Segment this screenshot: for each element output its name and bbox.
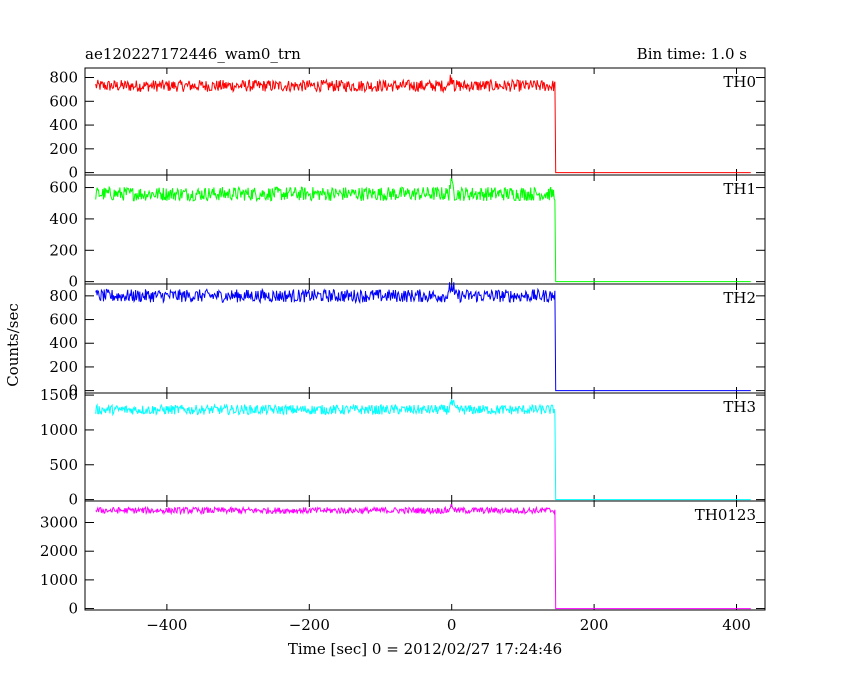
bin-time-label: Bin time: 1.0 s — [637, 45, 747, 63]
panel-th0123: 0 1000 2000 3000 TH0123 — [40, 500, 766, 618]
chart-title: ae120227172446_wam0_trn — [85, 45, 301, 63]
y-tick-label: 600 — [49, 92, 78, 110]
y-tick-label: 400 — [49, 210, 78, 228]
x-tick-label: 400 — [722, 616, 751, 634]
y-tick-label: 500 — [49, 456, 78, 474]
y-tick-label: 0 — [68, 382, 78, 400]
y-tick-label: 200 — [49, 140, 78, 158]
panels-group: 0 200 400 600 800 TH0 0 200 400 600 TH1 0 200 400 600 8… — [40, 67, 766, 634]
series-line-th3 — [95, 398, 751, 501]
x-tick-label: −400 — [146, 616, 187, 634]
y-tick-label: 2000 — [40, 542, 78, 560]
panel-th3: 0 500 1000 1500 TH3 — [40, 386, 766, 509]
x-tick-label: 200 — [580, 616, 609, 634]
y-tick-label: 400 — [49, 334, 78, 352]
y-tick-label: 400 — [49, 116, 78, 134]
series-line-th0 — [95, 74, 751, 174]
y-tick-label: 0 — [68, 491, 78, 509]
y-tick-label: 200 — [49, 241, 78, 259]
y-tick-label: 1500 — [40, 386, 78, 404]
y-tick-label: 800 — [49, 287, 78, 305]
series-line-th0123 — [95, 503, 751, 610]
y-tick-label: 600 — [49, 311, 78, 329]
y-tick-label: 3000 — [40, 514, 78, 532]
panel-th0: 0 200 400 600 800 TH0 — [49, 67, 766, 182]
panel-th1: 0 200 400 600 TH1 — [49, 174, 766, 291]
x-tick-label: 0 — [447, 616, 457, 634]
panel-th2: 0 200 400 600 800 TH2 — [49, 282, 766, 400]
panel-name-label: TH2 — [723, 289, 756, 307]
panel-frame — [84, 283, 766, 394]
y-axis-label: Counts/sec — [4, 303, 22, 387]
y-tick-label: 1000 — [40, 571, 78, 589]
series-line-th2 — [95, 282, 751, 392]
y-tick-label: 0 — [68, 164, 78, 182]
panel-name-label: TH0 — [723, 73, 756, 91]
series-line-th1 — [95, 178, 751, 283]
y-tick-label: 800 — [49, 69, 78, 87]
y-tick-label: 1000 — [40, 421, 78, 439]
x-axis-label: Time [sec] 0 = 2012/02/27 17:24:46 — [288, 640, 562, 658]
y-tick-label: 0 — [68, 273, 78, 291]
y-tick-label: 0 — [68, 600, 78, 618]
y-tick-label: 600 — [49, 179, 78, 197]
y-tick-label: 200 — [49, 358, 78, 376]
panel-name-label: TH0123 — [695, 506, 756, 524]
x-tick-label: −200 — [289, 616, 330, 634]
panel-name-label: TH1 — [723, 180, 756, 198]
panel-name-label: TH3 — [723, 398, 756, 416]
panel-frame — [84, 500, 766, 611]
